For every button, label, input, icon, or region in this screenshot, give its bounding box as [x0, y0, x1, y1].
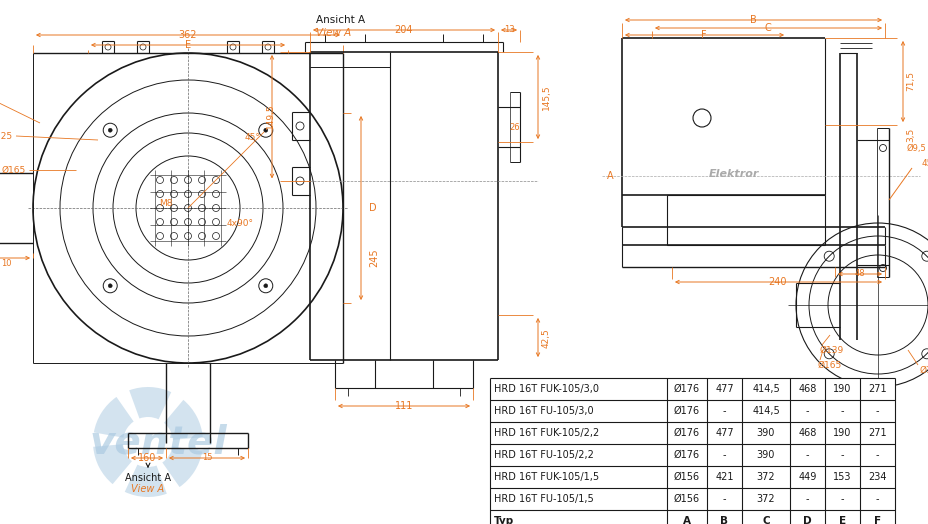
Text: View A: View A	[316, 28, 351, 38]
Text: -: -	[840, 406, 844, 416]
Text: Ø125: Ø125	[0, 132, 13, 140]
Wedge shape	[129, 387, 171, 419]
Text: -: -	[722, 494, 726, 504]
Text: 160: 160	[137, 453, 156, 463]
Text: 111: 111	[394, 401, 413, 411]
Text: 13: 13	[503, 26, 514, 35]
Text: E: E	[185, 40, 191, 50]
Wedge shape	[124, 465, 167, 497]
Text: -: -	[805, 494, 808, 504]
Text: 45°: 45°	[921, 158, 928, 168]
Wedge shape	[93, 444, 132, 484]
Wedge shape	[164, 400, 202, 440]
Text: Ø165: Ø165	[2, 166, 26, 174]
Text: 362: 362	[178, 30, 197, 40]
Text: 3,5: 3,5	[906, 128, 914, 142]
Text: 204: 204	[394, 25, 413, 35]
Text: 190: 190	[832, 384, 851, 394]
Text: 190: 190	[832, 428, 851, 438]
Text: -: -	[840, 450, 844, 460]
Text: 240: 240	[768, 277, 786, 287]
Text: View A: View A	[131, 484, 164, 494]
Text: 477: 477	[715, 428, 733, 438]
Text: 234: 234	[868, 472, 886, 482]
Wedge shape	[162, 446, 202, 487]
Text: 390: 390	[756, 450, 774, 460]
Text: 42,5: 42,5	[541, 328, 550, 348]
Text: HRD 16T FUK-105/1,5: HRD 16T FUK-105/1,5	[494, 472, 599, 482]
Text: Ø176: Ø176	[673, 406, 700, 416]
Text: M8: M8	[159, 199, 173, 208]
Text: 4x90°: 4x90°	[226, 219, 253, 227]
Text: 372: 372	[756, 494, 775, 504]
Text: 245: 245	[368, 249, 379, 267]
Text: 271: 271	[868, 384, 886, 394]
Text: -: -	[722, 406, 726, 416]
Text: B: B	[749, 15, 755, 25]
Text: D: D	[368, 203, 376, 213]
Text: Ø176: Ø176	[673, 428, 700, 438]
Text: D: D	[803, 516, 811, 524]
Text: -: -	[875, 494, 878, 504]
Text: Ø176: Ø176	[673, 450, 700, 460]
Text: 149,5: 149,5	[265, 104, 274, 129]
Text: Elektror: Elektror	[707, 169, 758, 179]
Text: -: -	[805, 450, 808, 460]
Text: B: B	[720, 516, 728, 524]
Text: Ø156: Ø156	[673, 494, 700, 504]
Text: Ø176: Ø176	[673, 384, 700, 394]
Text: 421: 421	[715, 472, 733, 482]
Text: HRD 16T FU-105/3,0: HRD 16T FU-105/3,0	[494, 406, 593, 416]
Text: Ø9,5: Ø9,5	[906, 144, 926, 152]
Text: 390: 390	[756, 428, 774, 438]
Text: 15: 15	[201, 453, 212, 463]
Bar	[489, 378, 894, 524]
Text: Ansicht A: Ansicht A	[125, 473, 171, 483]
Text: 468: 468	[797, 428, 816, 438]
Text: F: F	[701, 30, 706, 40]
Text: 48: 48	[854, 269, 864, 278]
Circle shape	[264, 284, 267, 288]
Text: -: -	[722, 450, 726, 460]
Text: 45°: 45°	[245, 134, 261, 143]
Text: 271: 271	[868, 428, 886, 438]
Text: 477: 477	[715, 384, 733, 394]
Text: 372: 372	[756, 472, 775, 482]
Text: C: C	[764, 23, 770, 33]
Text: 26: 26	[509, 123, 520, 132]
Text: -: -	[875, 450, 878, 460]
Text: 71,5: 71,5	[906, 71, 914, 91]
Text: Ø165: Ø165	[818, 361, 842, 369]
Text: 414,5: 414,5	[752, 406, 779, 416]
Text: HRD 16T FU-105/2,2: HRD 16T FU-105/2,2	[494, 450, 593, 460]
Text: 10: 10	[1, 258, 11, 267]
Text: 449: 449	[797, 472, 816, 482]
Text: 145,5: 145,5	[541, 84, 550, 110]
Text: -: -	[875, 406, 878, 416]
Text: HRD 16T FU-105/1,5: HRD 16T FU-105/1,5	[494, 494, 593, 504]
Wedge shape	[94, 397, 134, 438]
Text: Ø139: Ø139	[819, 345, 844, 355]
Text: HRD 16T FUK-105/2,2: HRD 16T FUK-105/2,2	[494, 428, 599, 438]
Text: -: -	[805, 406, 808, 416]
Text: Ø156: Ø156	[673, 472, 700, 482]
Text: ventel: ventel	[89, 423, 226, 461]
Text: C: C	[761, 516, 769, 524]
Circle shape	[108, 128, 112, 132]
Text: Typ: Typ	[494, 516, 514, 524]
Text: HRD 16T FUK-105/3,0: HRD 16T FUK-105/3,0	[494, 384, 599, 394]
Text: A: A	[682, 516, 690, 524]
Text: 153: 153	[832, 472, 851, 482]
Text: F: F	[873, 516, 880, 524]
Text: -: -	[840, 494, 844, 504]
Text: Ø100: Ø100	[919, 366, 928, 375]
Text: Ansicht A: Ansicht A	[316, 15, 365, 25]
Circle shape	[108, 284, 112, 288]
Text: 468: 468	[797, 384, 816, 394]
Text: A: A	[606, 171, 612, 181]
Circle shape	[264, 128, 267, 132]
Text: E: E	[838, 516, 845, 524]
Text: 414,5: 414,5	[752, 384, 779, 394]
